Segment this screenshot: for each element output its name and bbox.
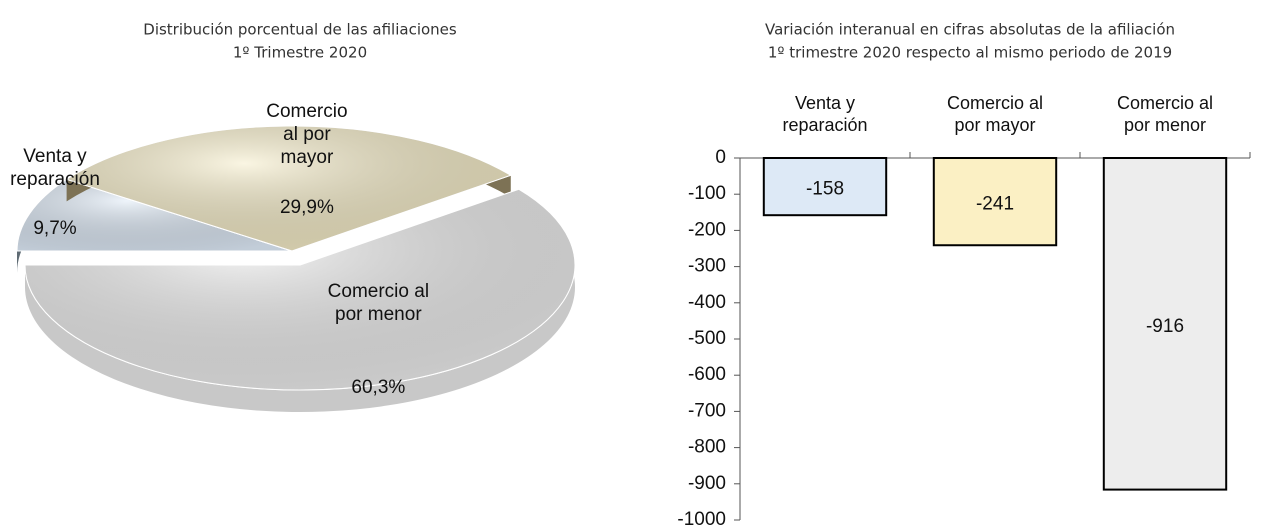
pie-slice — [24, 188, 576, 413]
y-tick-label: -200 — [688, 219, 726, 240]
pie-slice — [16, 178, 293, 273]
y-tick-label: -1000 — [677, 509, 726, 529]
bar-subtitle: 1º trimestre 2020 respecto al mismo peri… — [768, 44, 1172, 62]
pie-value-label: 29,9% — [279, 197, 334, 218]
bar-value-label: -158 — [806, 179, 844, 200]
bar-value-label: -916 — [1146, 316, 1184, 337]
x-category-label: Venta y reparación — [782, 93, 868, 135]
y-tick-label: -300 — [688, 256, 726, 277]
y-tick-label: -600 — [688, 364, 726, 385]
bar-title: Variación interanual en cifras absolutas… — [765, 21, 1175, 39]
pie-shade — [24, 188, 576, 391]
y-tick-label: -900 — [688, 473, 726, 494]
pie-slice — [65, 125, 512, 252]
pie-shade — [16, 178, 293, 252]
pie-value-label: 9,7% — [33, 218, 77, 239]
pie-title: Distribución porcentual de las afiliacio… — [143, 21, 457, 39]
y-tick-label: 0 — [715, 147, 726, 168]
y-tick-label: -700 — [688, 400, 726, 421]
bar — [1102, 157, 1228, 491]
bar-value-label: -241 — [976, 194, 1014, 215]
y-tick-label: -800 — [688, 437, 726, 458]
x-category-label: Comercio al por menor — [1116, 93, 1214, 135]
y-tick-label: -500 — [688, 328, 726, 349]
pie-category-label: Venta y reparación — [10, 146, 100, 190]
pie-subtitle: 1º Trimestre 2020 — [233, 44, 367, 62]
bar — [762, 157, 888, 217]
bar — [932, 157, 1058, 247]
pie-category-label: Comercio al por menor — [327, 281, 430, 325]
pie-value-label: 60,3% — [351, 377, 406, 398]
x-category-label: Comercio al por mayor — [946, 93, 1044, 135]
pie-category-label: Comercio al por mayor — [266, 101, 348, 168]
pie-shade — [65, 125, 512, 252]
y-tick-label: -100 — [688, 183, 726, 204]
y-tick-label: -400 — [688, 292, 726, 313]
